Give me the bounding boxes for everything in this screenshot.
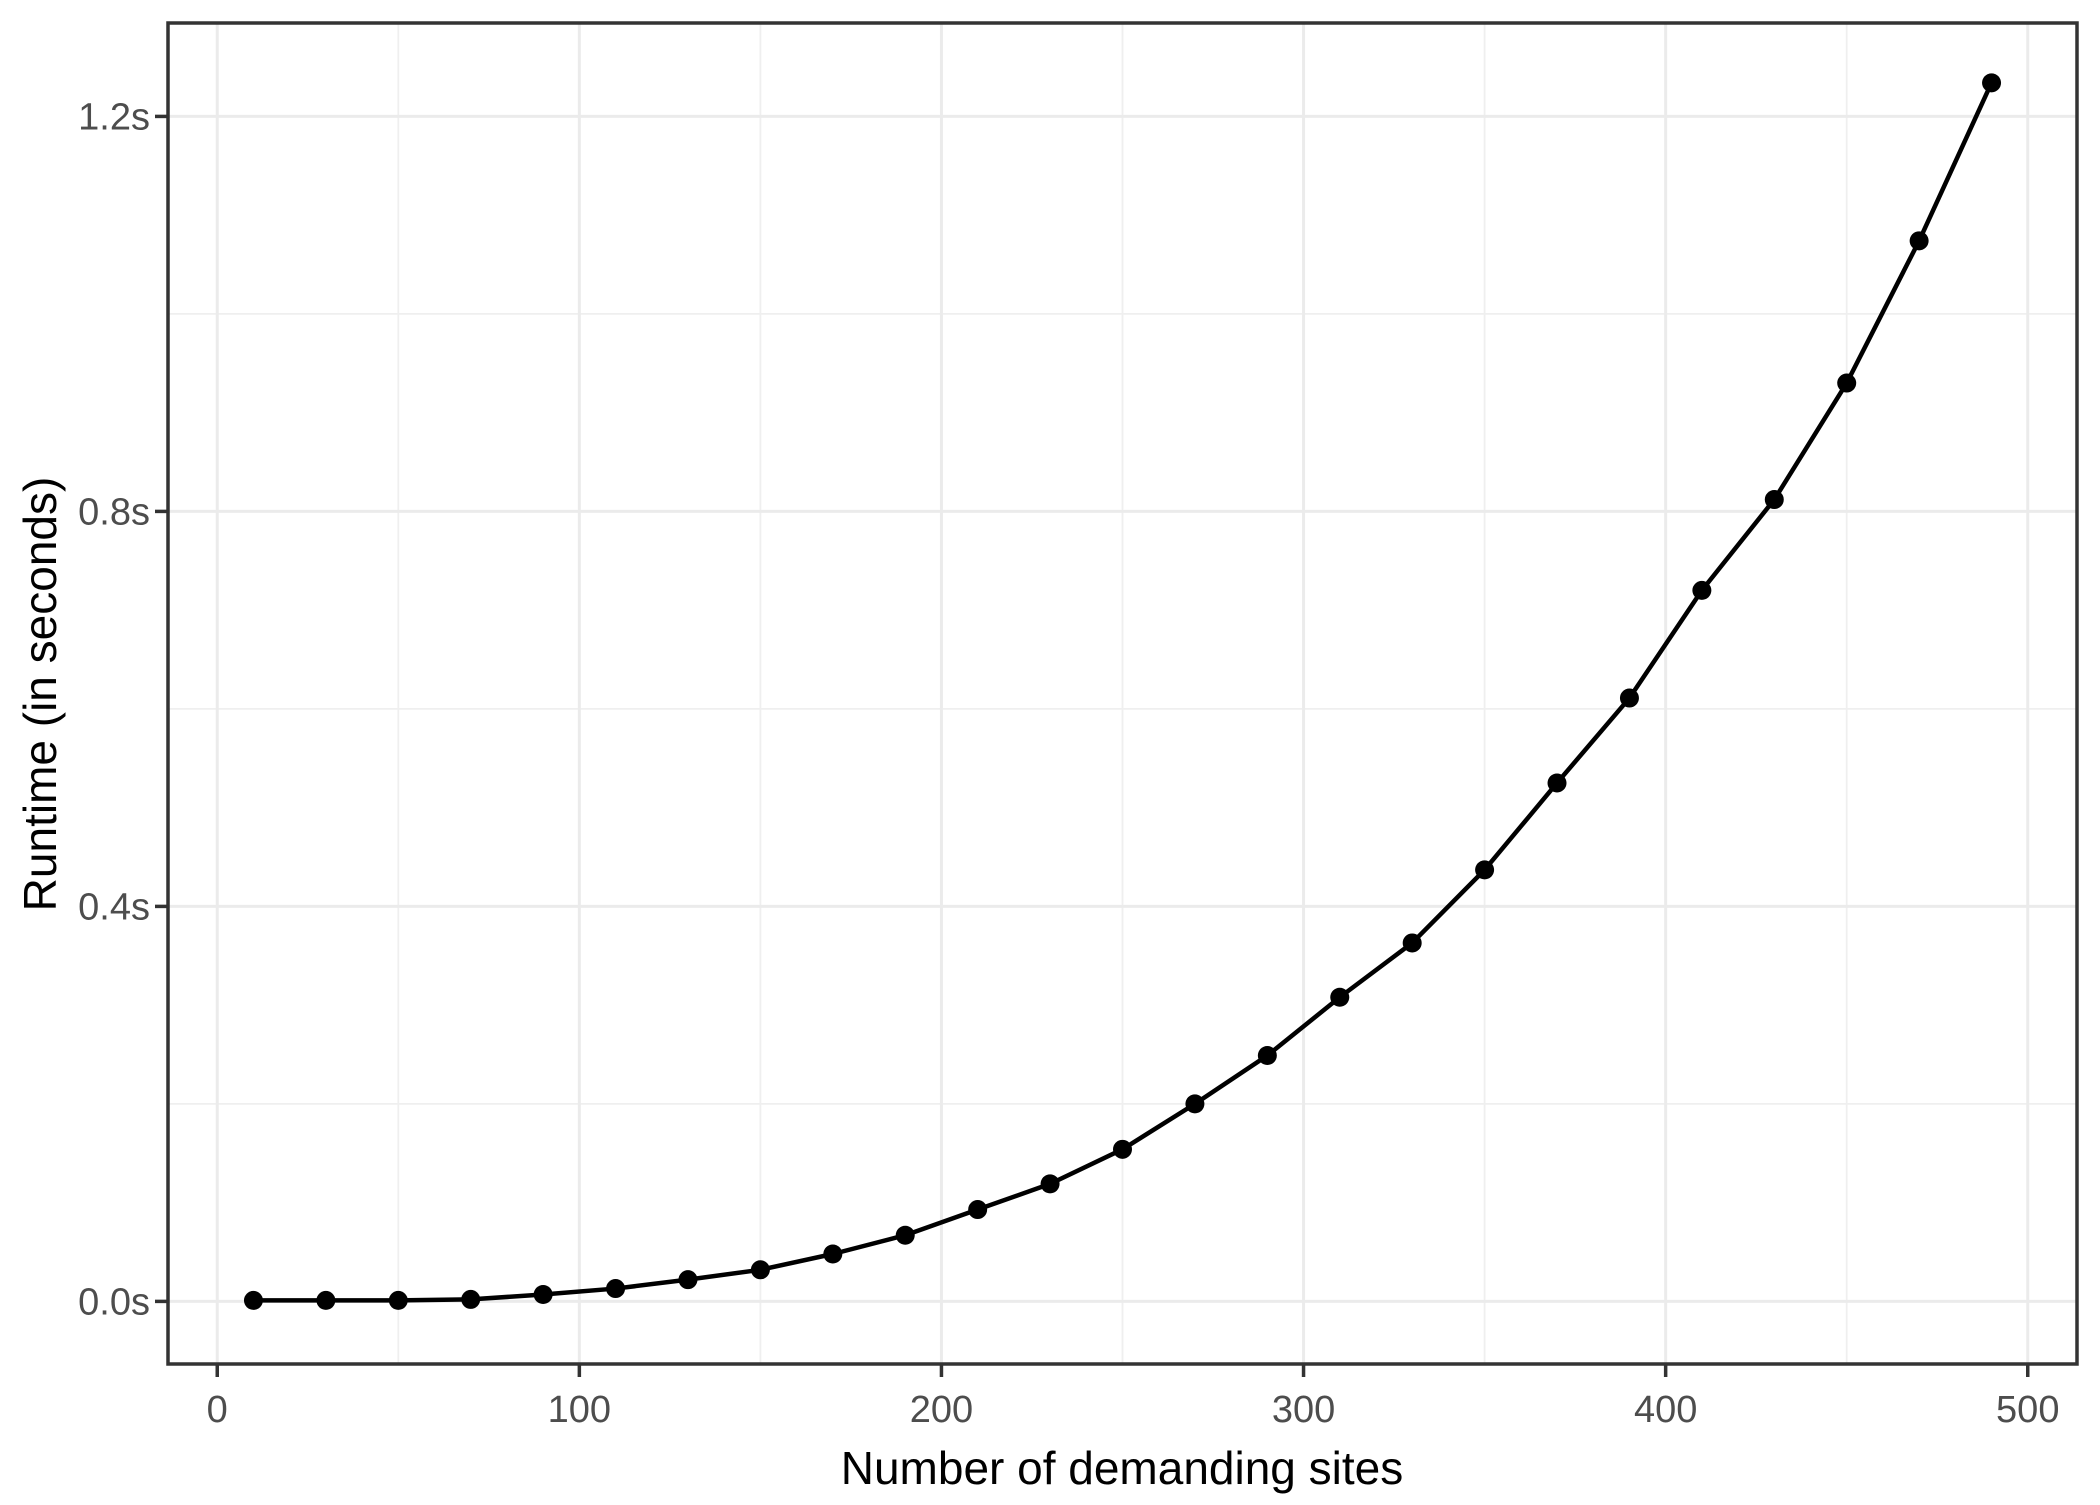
data-point [533, 1284, 553, 1304]
data-point [1040, 1174, 1060, 1194]
y-tick-label: 0.0s [78, 1281, 150, 1323]
data-point [1330, 987, 1350, 1007]
major-gridlines [168, 23, 2077, 1364]
data-point [1475, 860, 1495, 880]
data-series [243, 73, 2002, 1310]
data-point [461, 1289, 481, 1309]
minor-gridlines [168, 23, 2077, 1364]
x-tick-label: 200 [910, 1389, 973, 1431]
panel-border [166, 21, 2079, 1366]
data-point [1619, 688, 1639, 708]
data-point [1764, 490, 1784, 510]
data-point [968, 1200, 988, 1220]
x-tick-label: 100 [548, 1389, 611, 1431]
data-point [606, 1279, 626, 1299]
data-point [1257, 1046, 1277, 1066]
axis-tick-marks [155, 114, 2030, 1377]
x-tick-label: 400 [1634, 1389, 1697, 1431]
y-tick-label: 0.4s [78, 886, 150, 928]
x-tick-label: 300 [1272, 1389, 1335, 1431]
axis-tick-labels: 0 100 200 300 400 500 0.0s 0.4s 0.8s 1.2s [78, 96, 2059, 1431]
data-point [1982, 73, 2002, 93]
data-point [1185, 1094, 1205, 1114]
data-point [823, 1244, 843, 1264]
data-point [1547, 773, 1567, 793]
data-point [316, 1290, 336, 1310]
y-tick-label: 0.8s [78, 491, 150, 533]
y-tick-label: 1.2s [78, 96, 150, 138]
data-point [1402, 933, 1422, 953]
data-point [1909, 231, 1929, 251]
data-point [1837, 373, 1857, 393]
x-axis-title: Number of demanding sites [841, 1442, 1404, 1494]
data-point [678, 1270, 698, 1290]
data-point [750, 1260, 770, 1280]
x-tick-label: 0 [207, 1389, 228, 1431]
y-axis-title: Runtime (in seconds) [14, 477, 66, 912]
data-point [243, 1290, 263, 1310]
data-point [895, 1225, 915, 1245]
x-tick-label: 500 [1996, 1389, 2059, 1431]
data-point [1113, 1139, 1132, 1159]
data-point [1692, 580, 1712, 600]
data-point [388, 1290, 408, 1310]
